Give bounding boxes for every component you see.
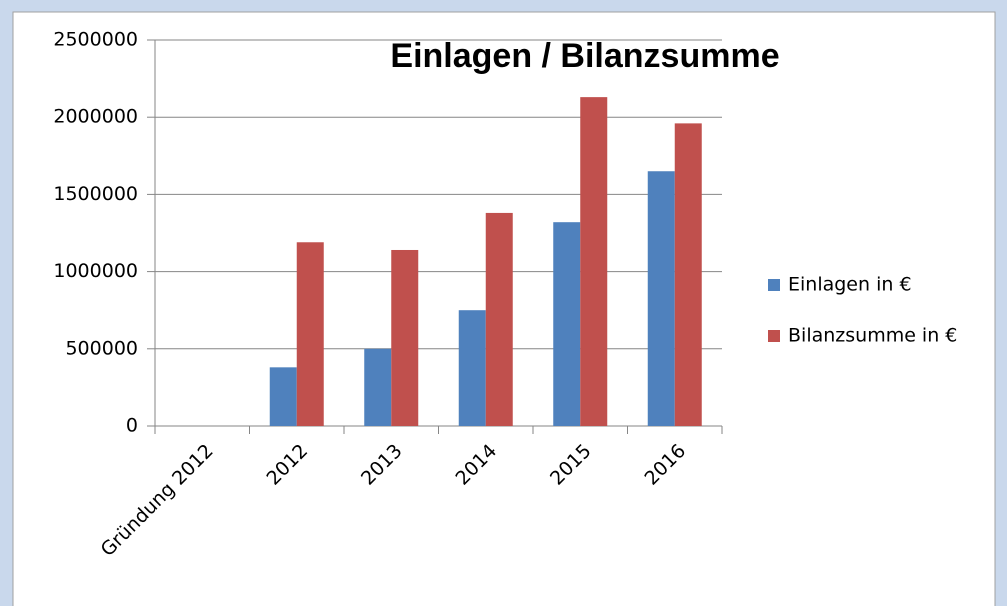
bar bbox=[391, 249, 419, 426]
y-tick-label: 0 bbox=[126, 415, 138, 437]
bar bbox=[674, 123, 702, 426]
legend-label: Einlagen in € bbox=[788, 274, 912, 296]
bar bbox=[364, 348, 392, 426]
bar bbox=[580, 97, 608, 427]
bar bbox=[647, 171, 675, 426]
y-tick-label: 2500000 bbox=[53, 29, 138, 51]
bar bbox=[296, 242, 324, 426]
legend-swatch bbox=[768, 279, 780, 291]
bar bbox=[458, 310, 486, 426]
bar bbox=[485, 212, 513, 426]
y-tick-label: 500000 bbox=[65, 337, 138, 359]
legend-label: Bilanzsumme in € bbox=[788, 325, 957, 347]
chart-title: Einlagen / Bilanzsumme bbox=[390, 37, 779, 75]
y-tick-label: 2000000 bbox=[53, 106, 138, 128]
y-tick-label: 1500000 bbox=[53, 183, 138, 205]
legend-swatch bbox=[768, 330, 780, 342]
bar bbox=[553, 222, 581, 426]
bar bbox=[269, 367, 297, 426]
y-tick-label: 1000000 bbox=[53, 260, 138, 282]
